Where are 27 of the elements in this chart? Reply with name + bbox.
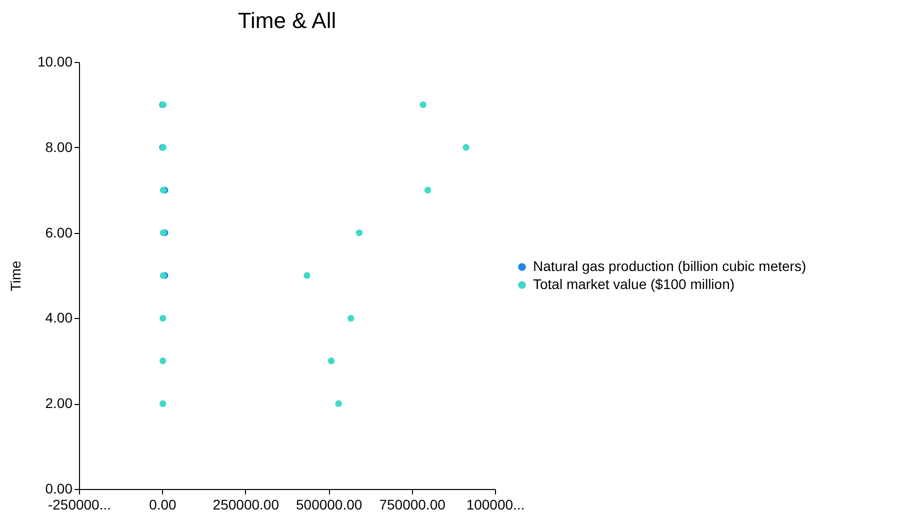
x-tick-label: 100000... (466, 496, 525, 512)
x-tick-label: -250000... (48, 496, 112, 512)
y-tick-label: 8.00 (45, 138, 73, 155)
point (328, 358, 335, 364)
point (160, 314, 166, 322)
x-tick-label: 250000.00 (212, 496, 280, 512)
y-tick-label: 4.00 (45, 310, 73, 326)
point (160, 358, 166, 364)
y-axis-title: Time (7, 260, 24, 292)
point (160, 400, 166, 407)
point (348, 314, 354, 322)
point (356, 229, 363, 236)
x-tick-label: 750000.00 (379, 496, 446, 512)
y-tick-label: 2.00 (45, 395, 73, 412)
chart-title: Time & All (238, 8, 336, 33)
y-tick-label: 10.00 (37, 54, 73, 70)
point (335, 400, 342, 407)
point (420, 101, 426, 108)
legend-label: Total market value ($100 million) (533, 276, 735, 292)
point (462, 144, 470, 151)
y-tick-label: 0.00 (45, 480, 73, 496)
x-tick-label: 500000.00 (296, 496, 362, 512)
point (304, 272, 310, 279)
y-tick-label: 6.00 (45, 224, 73, 240)
x-tick-label: 0.00 (149, 496, 177, 512)
legend-label: Natural gas production (billion cubic meters) (533, 258, 806, 274)
point (424, 186, 432, 194)
